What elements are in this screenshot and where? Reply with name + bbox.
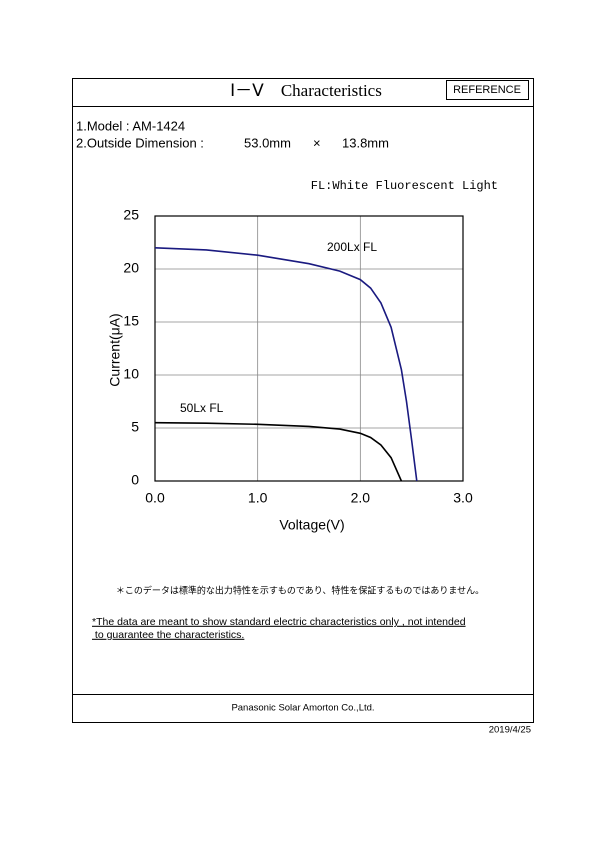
plot-frame [154, 215, 464, 482]
spec: × [313, 135, 321, 150]
spec: 1.Model : AM-1424 [76, 118, 185, 133]
disclaimer-ja: ＊このデータは標準的な出力特性を示すものであり、特性を保証するものではありません… [116, 584, 484, 595]
y-tick-label: 0 [131, 472, 139, 488]
spec: 13.8mm [342, 135, 389, 150]
y-tick-label: 25 [123, 207, 139, 223]
y-tick-label: 15 [123, 313, 139, 329]
note: FL:White Fluorescent Light [311, 179, 498, 193]
series-label: 200Lx FL [327, 240, 377, 254]
series-label: 50Lx FL [180, 401, 224, 415]
disclaimer-en: to guarantee the characteristics. [92, 629, 244, 641]
x-tick-label: 2.0 [351, 490, 371, 506]
title: Ⅰ－Ⅴ Characteristics [230, 81, 382, 100]
curve [154, 421, 403, 482]
badge: REFERENCE [453, 84, 521, 96]
badge-box [446, 80, 529, 100]
x-tick-label: 0.0 [145, 490, 165, 506]
outer-frame [72, 78, 534, 723]
x-tick-label: 1.0 [248, 490, 268, 506]
spec: 2.Outside Dimension : [76, 135, 204, 150]
disclaimer-en: *The data are meant to show standard ele… [92, 616, 466, 628]
x-axis-label: Voltage(V) [279, 517, 344, 533]
company: Panasonic Solar Amorton Co.,Ltd. [231, 703, 374, 714]
curve [154, 247, 418, 482]
y-tick-label: 10 [123, 366, 139, 382]
date: 2019/4/25 [489, 725, 531, 736]
x-tick-label: 3.0 [453, 490, 473, 506]
spec: 53.0mm [244, 135, 291, 150]
y-axis-label: Current(μA) [107, 313, 123, 386]
y-tick-label: 5 [131, 419, 139, 435]
y-tick-label: 20 [123, 260, 139, 276]
